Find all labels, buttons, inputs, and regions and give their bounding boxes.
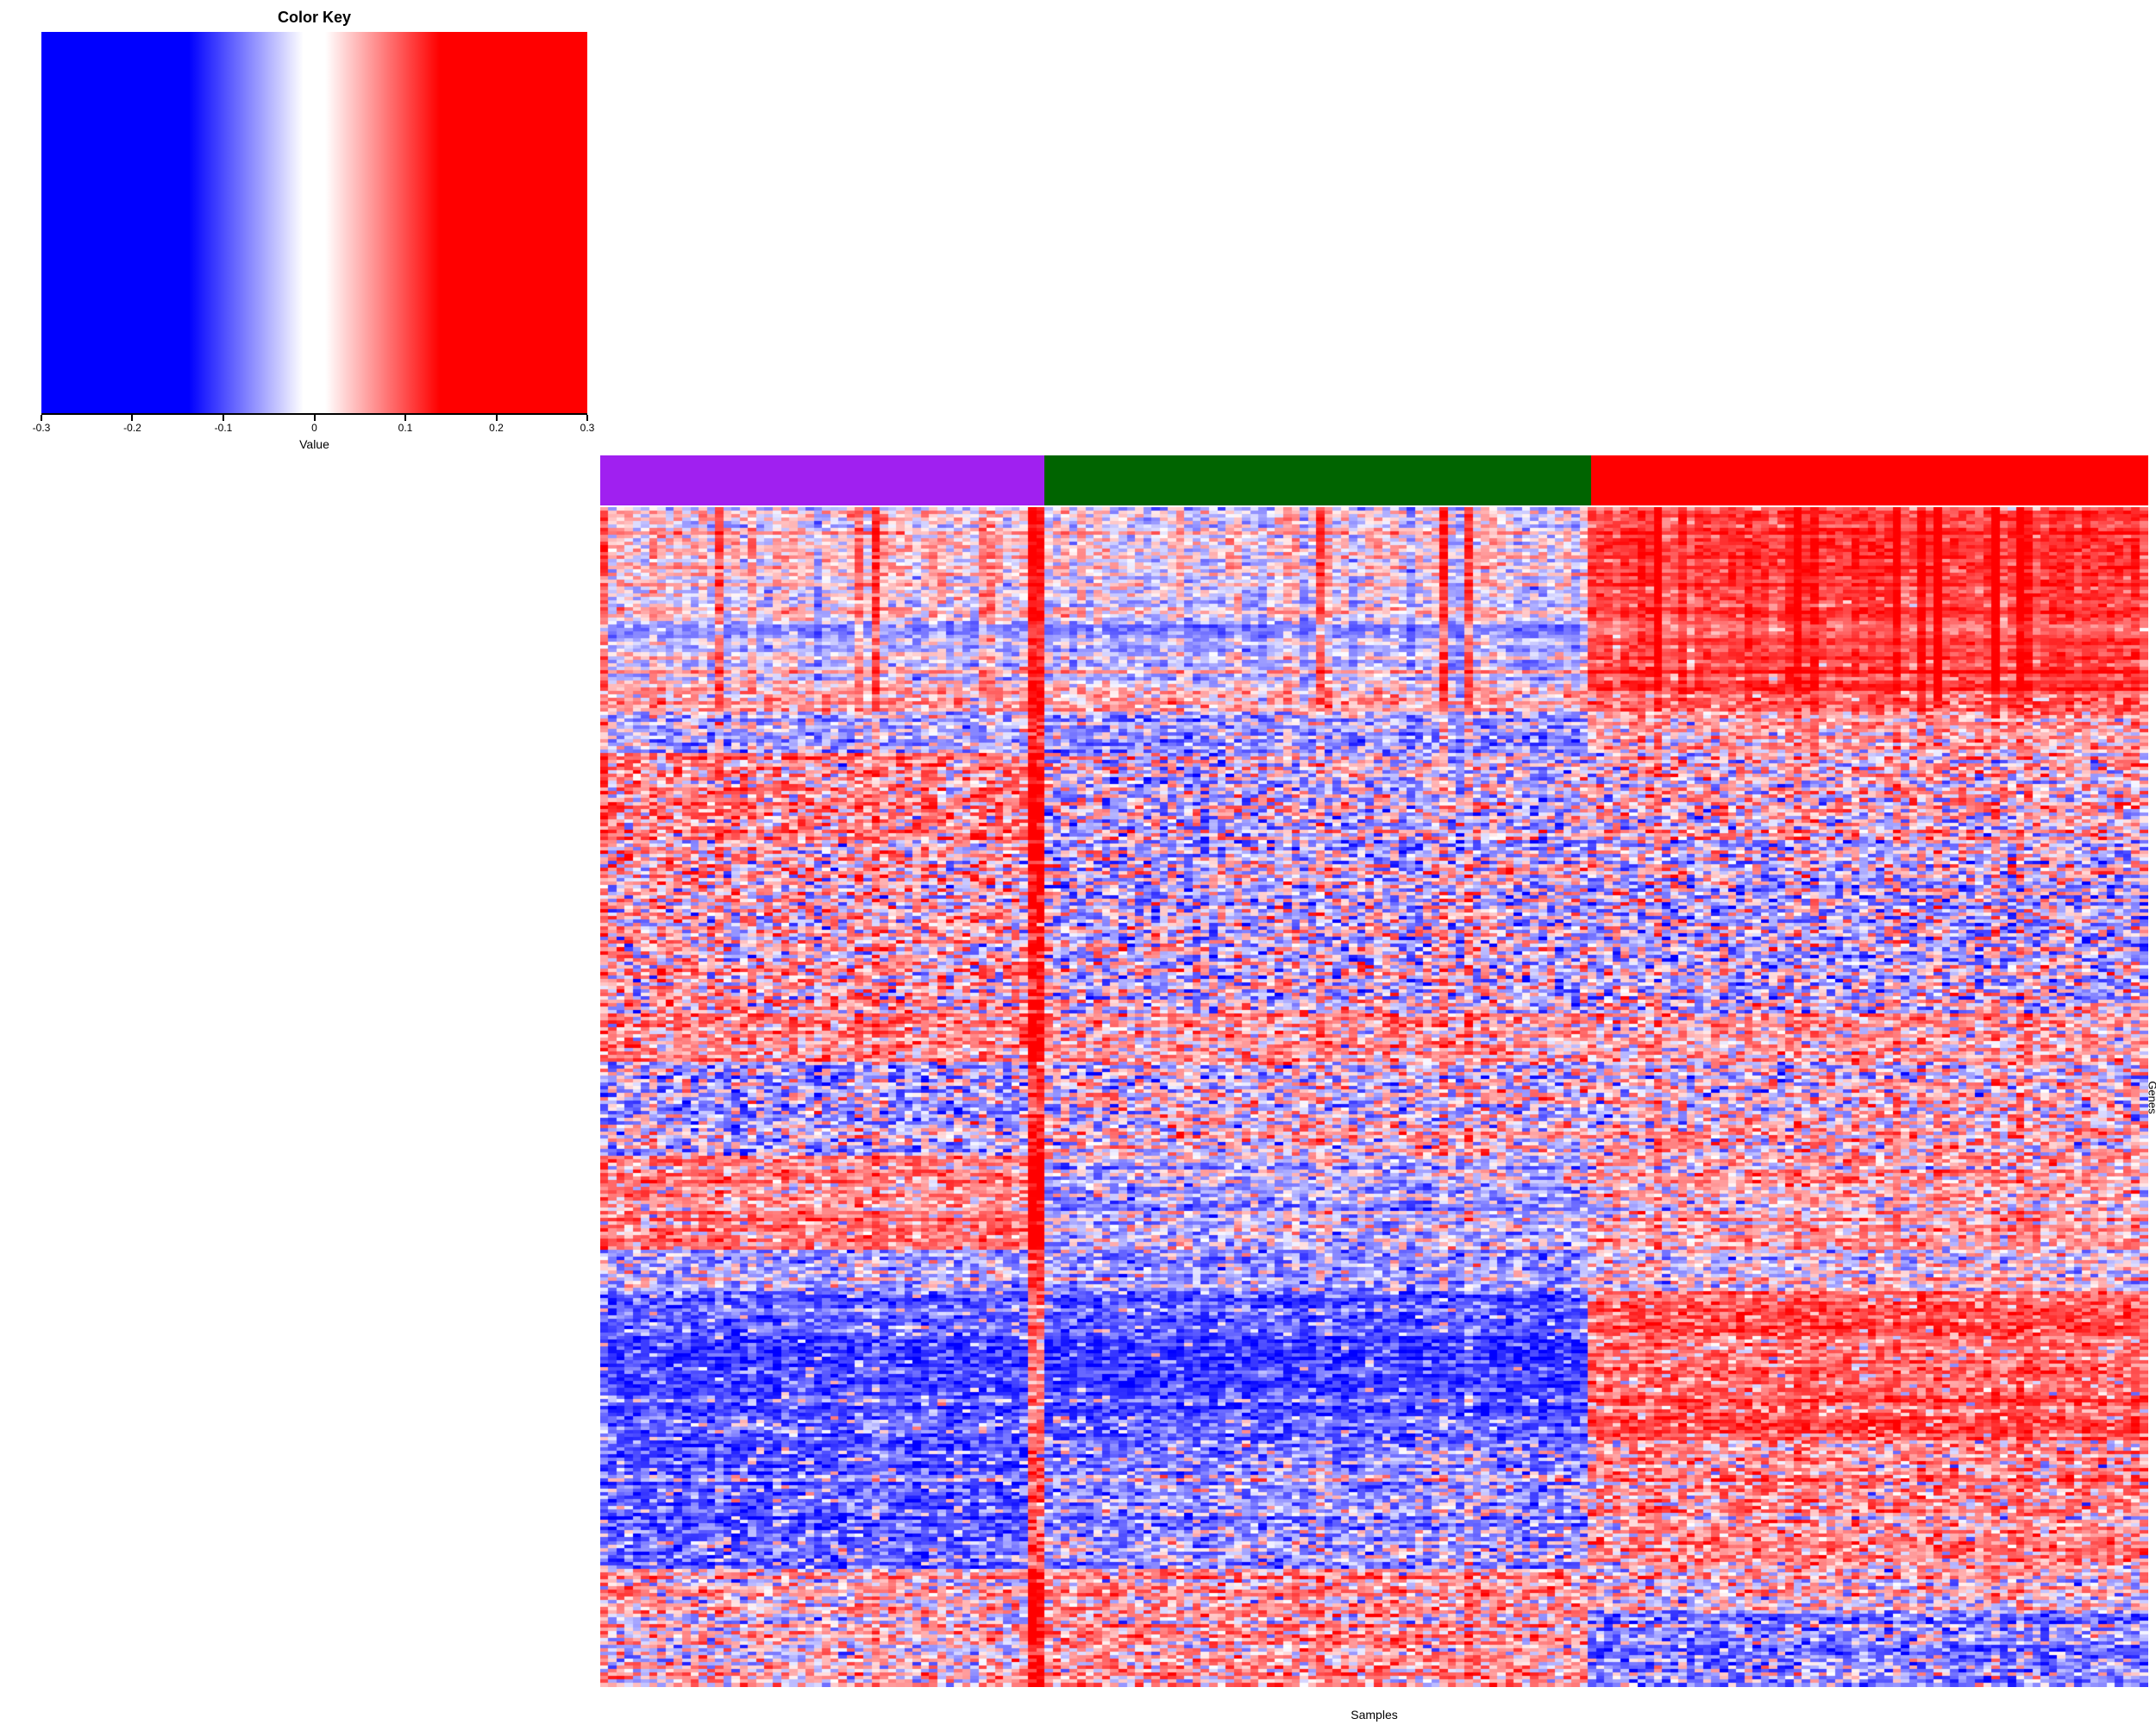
column-group-bar [600,455,2148,505]
color-key-tick-mark [41,415,42,421]
color-key-tick-label: 0.2 [489,422,504,434]
color-key-gradient [41,32,587,413]
column-group-segment-group-2 [1044,455,1591,505]
color-key-title: Color Key [277,9,352,26]
column-group-segment-group-3 [1590,455,2148,505]
color-key-tick-label: -0.3 [32,422,51,434]
color-key-tick-mark [222,415,224,421]
color-key-axis [41,413,588,421]
color-key-tick-mark [313,415,316,421]
color-key-tick-label: 0.1 [398,422,413,434]
color-key-tick-labels: -0.3 -0.2 -0.1 0 0.1 0.2 0.3 [33,422,595,436]
color-key-axis-label: Value [299,437,329,451]
color-key-tick-label: -0.1 [214,422,233,434]
color-key-tick-mark [131,415,134,421]
color-key: Color Key -0.3 -0.2 -0.1 0 0.1 0.2 0.3 Value [33,9,595,451]
color-key-tick-mark [586,415,588,421]
color-key-tick-label: 0.3 [580,422,595,434]
y-axis-label: Genes [2146,1080,2156,1114]
color-key-tick-label: 0 [311,422,317,434]
color-key-tick-label: -0.2 [123,422,141,434]
y-axis-label-wrap: Genes [2142,507,2156,1687]
color-key-tick-mark [495,415,498,421]
color-key-tick-mark [404,415,406,421]
heatmap-canvas [600,507,2148,1687]
column-group-segment-group-1 [600,455,1045,505]
x-axis-label: Samples [1351,1708,1398,1722]
